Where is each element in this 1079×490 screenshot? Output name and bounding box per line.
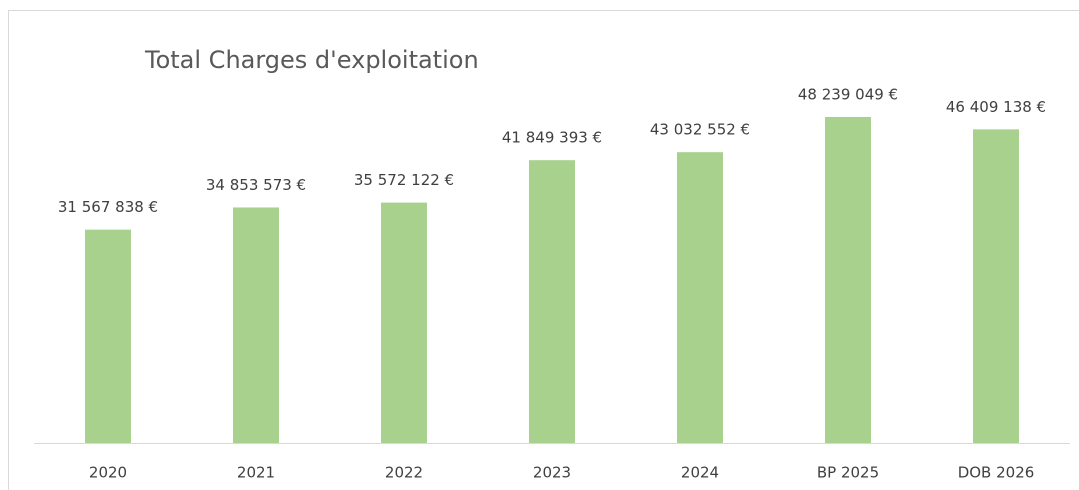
- value-label: 43 032 552 €: [650, 121, 750, 139]
- bar: [529, 160, 575, 443]
- value-label: 41 849 393 €: [502, 129, 602, 147]
- bar: [825, 117, 871, 443]
- chart-border: [8, 10, 1079, 490]
- bar: [677, 152, 723, 444]
- x-tick-label: DOB 2026: [958, 464, 1035, 482]
- x-tick-label: 2020: [89, 464, 127, 482]
- value-label: 34 853 573 €: [206, 176, 306, 194]
- x-tick-label: 2024: [681, 464, 719, 482]
- bar: [381, 202, 427, 443]
- x-tick-label: BP 2025: [817, 464, 879, 482]
- bar: [85, 229, 131, 443]
- chart-title: Total Charges d'exploitation: [144, 46, 479, 74]
- bar: [973, 129, 1019, 443]
- bar: [233, 207, 279, 443]
- x-tick-label: 2023: [533, 464, 571, 482]
- value-label: 48 239 049 €: [798, 86, 898, 104]
- x-tick-label: 2021: [237, 464, 275, 482]
- value-label: 31 567 838 €: [58, 198, 158, 216]
- value-label: 35 572 122 €: [354, 171, 454, 189]
- x-tick-label: 2022: [385, 464, 423, 482]
- value-label: 46 409 138 €: [946, 98, 1046, 116]
